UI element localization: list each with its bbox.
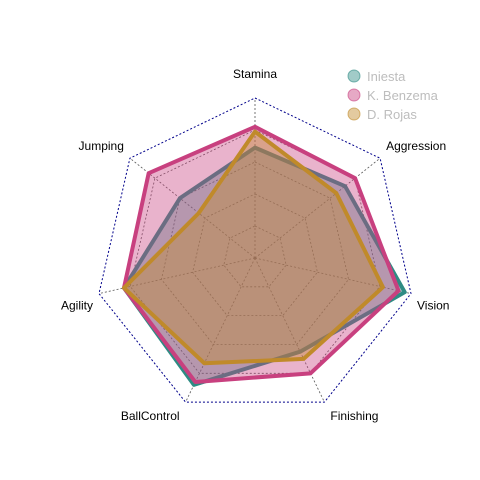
grid-ring-5	[98, 97, 412, 403]
legend-label-d-rojas: D. Rojas	[367, 107, 417, 122]
axis-label-stamina: Stamina	[233, 67, 277, 81]
spoke-vision	[254, 257, 412, 294]
legend-label-k-benzema: K. Benzema	[367, 88, 439, 103]
axis-labels: Stamina Aggression Vision Finishing BallCont…	[61, 67, 449, 423]
spoke-ballcontrol	[185, 257, 256, 403]
legend-marker-d-rojas	[347, 107, 361, 121]
axis-label-aggression: Aggression	[386, 139, 446, 153]
grid-ring-2	[192, 193, 318, 317]
axis-label-finishing: Finishing	[330, 409, 378, 423]
legend-marker-k-benzema	[347, 88, 361, 102]
grid-ring-3	[160, 161, 350, 345]
axis-label-jumping: Jumping	[79, 139, 124, 153]
legend: Iniesta K. Benzema D. Rojas	[347, 69, 439, 122]
spoke-jumping	[129, 157, 256, 259]
grid-ring-1	[223, 225, 287, 288]
grid-ring-4	[129, 129, 381, 374]
axis-label-ballcontrol: BallControl	[121, 409, 180, 423]
spoke-finishing	[254, 257, 325, 403]
legend-label-iniesta: Iniesta	[367, 69, 406, 84]
radar-grid	[98, 97, 412, 403]
legend-marker-iniesta	[347, 69, 361, 83]
radar-series	[121, 124, 407, 387]
axis-label-vision: Vision	[417, 299, 449, 313]
axis-label-agility: Agility	[61, 299, 93, 313]
spoke-aggression	[254, 157, 381, 259]
series-iniesta	[121, 145, 407, 387]
series-d-rojas	[121, 129, 385, 366]
